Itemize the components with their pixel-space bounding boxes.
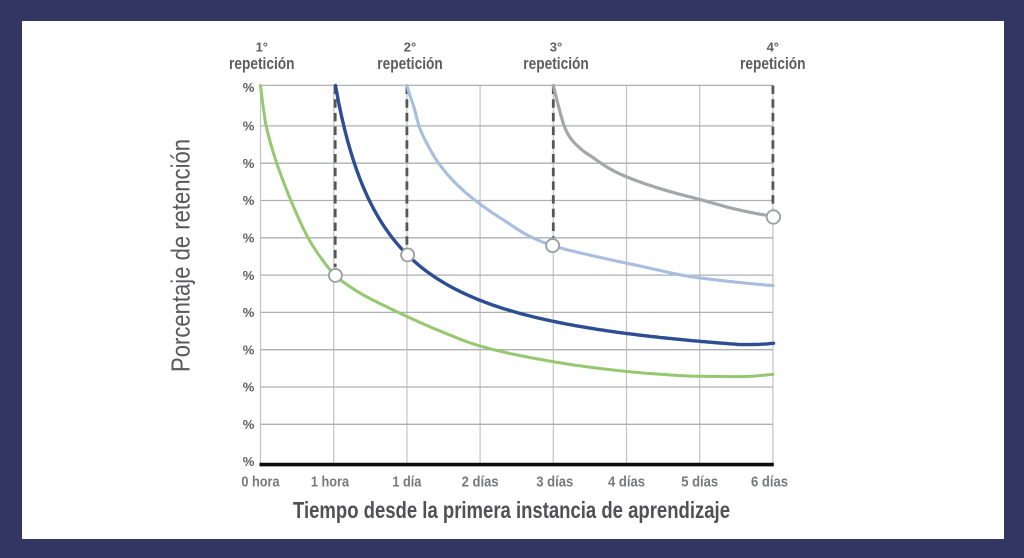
svg-text:3°: 3° — [550, 40, 562, 55]
svg-text:repetición: repetición — [229, 55, 295, 73]
svg-text:%: % — [243, 231, 255, 246]
svg-text:repetición: repetición — [740, 55, 806, 73]
svg-text:repetición: repetición — [523, 55, 589, 73]
svg-text:Porcentaje de retención: Porcentaje de retención — [166, 139, 196, 372]
svg-text:%: % — [243, 119, 255, 134]
svg-text:%: % — [243, 156, 255, 171]
svg-text:0 hora: 0 hora — [241, 474, 280, 491]
svg-text:1 día: 1 día — [392, 474, 422, 491]
svg-text:5 días: 5 días — [681, 474, 718, 491]
svg-text:4°: 4° — [767, 40, 779, 55]
svg-text:1°: 1° — [256, 40, 268, 55]
svg-text:%: % — [243, 305, 255, 320]
svg-text:%: % — [243, 454, 255, 469]
svg-text:%: % — [243, 193, 255, 208]
svg-text:%: % — [243, 342, 255, 357]
svg-text:1 hora: 1 hora — [311, 474, 350, 491]
svg-text:repetición: repetición — [377, 55, 443, 73]
svg-text:%: % — [243, 417, 255, 432]
svg-text:%: % — [243, 80, 255, 95]
svg-text:%: % — [243, 380, 255, 395]
svg-text:4 días: 4 días — [608, 474, 645, 491]
svg-text:2°: 2° — [404, 40, 416, 55]
svg-text:Tiempo desde la primera instan: Tiempo desde la primera instancia de apr… — [293, 497, 730, 523]
svg-text:%: % — [243, 268, 255, 283]
svg-text:6 días: 6 días — [751, 474, 788, 491]
svg-text:2 días: 2 días — [462, 474, 499, 491]
svg-text:3 días: 3 días — [536, 474, 573, 491]
